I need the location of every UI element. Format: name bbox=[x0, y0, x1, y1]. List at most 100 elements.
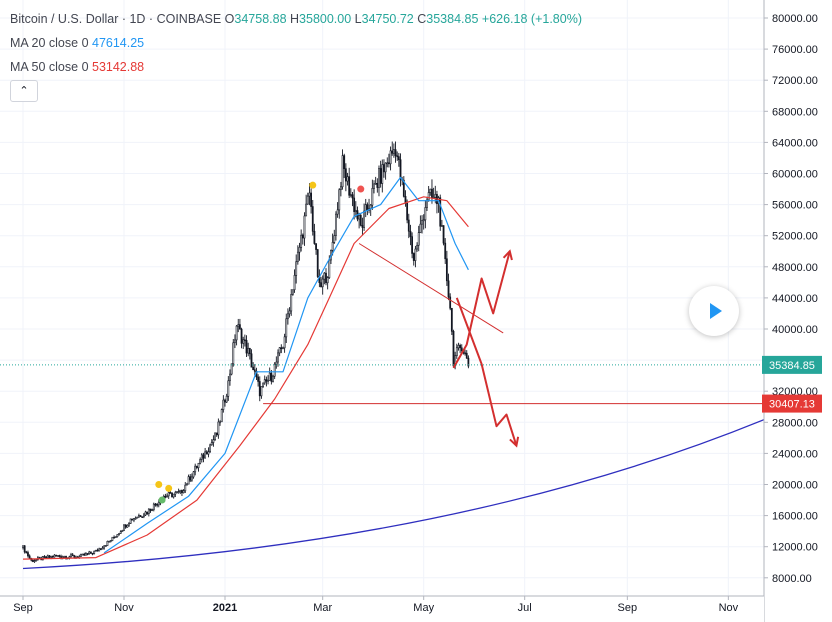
price-label-bg bbox=[762, 355, 822, 374]
candle-body bbox=[144, 511, 147, 516]
candle-body bbox=[184, 484, 187, 492]
candle-body bbox=[311, 206, 314, 232]
candle-body bbox=[235, 325, 238, 341]
price-label-bg bbox=[762, 394, 822, 413]
candle-body bbox=[245, 340, 248, 354]
candle-body bbox=[272, 375, 274, 382]
candle-body bbox=[460, 347, 463, 352]
candle-body bbox=[70, 554, 72, 558]
candle-body bbox=[119, 531, 122, 534]
legend-ma50-row[interactable]: MA 50 close 0 53142.88 bbox=[10, 55, 582, 79]
candle-body bbox=[129, 518, 132, 524]
bull-arrow-head bbox=[502, 249, 513, 261]
candle-body bbox=[441, 225, 443, 227]
candle-body bbox=[239, 324, 241, 330]
y-tick-label: 52000.00 bbox=[772, 231, 818, 243]
candle-body bbox=[450, 307, 453, 332]
candle-body bbox=[53, 554, 56, 558]
candle-body bbox=[86, 553, 89, 555]
candle-body bbox=[412, 253, 415, 261]
candle-body bbox=[63, 556, 66, 558]
candle-body bbox=[278, 347, 281, 354]
candle-body bbox=[280, 347, 283, 349]
x-tick-label: 2021 bbox=[213, 602, 237, 614]
candle-body bbox=[445, 258, 448, 282]
candle-body bbox=[373, 183, 375, 189]
time-axis-bg bbox=[0, 596, 764, 622]
bull-scenario-path bbox=[452, 251, 511, 369]
candle-body bbox=[426, 199, 428, 208]
candle-body bbox=[290, 294, 293, 312]
x-tick-label: Sep bbox=[618, 602, 638, 614]
y-tick-label: 80000.00 bbox=[772, 13, 818, 25]
y-tick-label: 76000.00 bbox=[772, 44, 818, 56]
candle-body bbox=[23, 545, 26, 553]
candle-body bbox=[263, 379, 266, 384]
candle-body bbox=[28, 555, 31, 559]
chart-legend: Bitcoin / U.S. Dollar · 1D · COINBASE O3… bbox=[10, 7, 582, 79]
candle-body bbox=[217, 421, 220, 436]
candle-body bbox=[225, 395, 228, 403]
candle-body bbox=[136, 516, 139, 519]
legend-ma20-row[interactable]: MA 20 close 0 47614.25 bbox=[10, 31, 582, 55]
candle-body bbox=[93, 550, 96, 554]
candle-body bbox=[310, 192, 312, 207]
candle-body bbox=[321, 278, 324, 288]
candle-body bbox=[123, 524, 125, 531]
candle-body bbox=[381, 164, 384, 184]
x-tick-label: Jul bbox=[518, 602, 532, 614]
play-button[interactable] bbox=[689, 286, 739, 336]
candle-body bbox=[353, 197, 356, 212]
candle-body bbox=[434, 194, 437, 198]
candle-body bbox=[146, 511, 149, 515]
candle-body bbox=[71, 554, 74, 557]
candle-body bbox=[406, 202, 409, 221]
candle-body bbox=[376, 182, 379, 188]
candle-body bbox=[205, 451, 208, 455]
candle-body bbox=[177, 491, 180, 494]
candle-body bbox=[283, 336, 286, 349]
ma50-value: 53142.88 bbox=[92, 60, 145, 74]
candle-body bbox=[341, 155, 344, 188]
candle-body bbox=[109, 540, 112, 542]
y-tick-label: 44000.00 bbox=[772, 293, 818, 305]
x-tick-label: Nov bbox=[719, 602, 739, 614]
candle-body bbox=[282, 347, 284, 350]
candle-body bbox=[103, 545, 106, 549]
candle-body bbox=[287, 313, 289, 320]
candle-body bbox=[257, 376, 260, 382]
candle-body bbox=[358, 215, 361, 220]
candle-body bbox=[288, 310, 291, 315]
collapse-legend-button[interactable]: ⌃ bbox=[10, 80, 38, 102]
candle-body bbox=[457, 345, 460, 349]
candle-body bbox=[270, 372, 273, 382]
candle-body bbox=[73, 555, 76, 558]
candle-body bbox=[371, 188, 374, 206]
candle-body bbox=[172, 493, 175, 498]
candle-body bbox=[336, 209, 339, 215]
candle-body bbox=[396, 155, 399, 158]
candle-body bbox=[361, 225, 364, 228]
candle-body bbox=[99, 548, 102, 551]
candle-body bbox=[27, 552, 29, 557]
y-tick-label: 16000.00 bbox=[772, 511, 818, 523]
candle-body bbox=[114, 536, 117, 538]
candle-body bbox=[248, 348, 251, 355]
candle-body bbox=[333, 235, 336, 243]
candle-body bbox=[306, 195, 309, 205]
candle-body bbox=[174, 492, 177, 495]
candle-body bbox=[35, 559, 38, 561]
candle-body bbox=[422, 219, 425, 222]
candle-body bbox=[444, 242, 447, 260]
candle-body bbox=[242, 339, 245, 344]
candle-body bbox=[407, 219, 410, 232]
candle-body bbox=[142, 514, 145, 518]
candle-body bbox=[149, 508, 152, 511]
candle-body bbox=[300, 234, 303, 248]
candle-body bbox=[416, 244, 418, 250]
signal-marker bbox=[165, 484, 173, 492]
candle-body bbox=[285, 318, 288, 338]
candle-body bbox=[386, 162, 389, 165]
x-tick-label: Mar bbox=[313, 602, 332, 614]
